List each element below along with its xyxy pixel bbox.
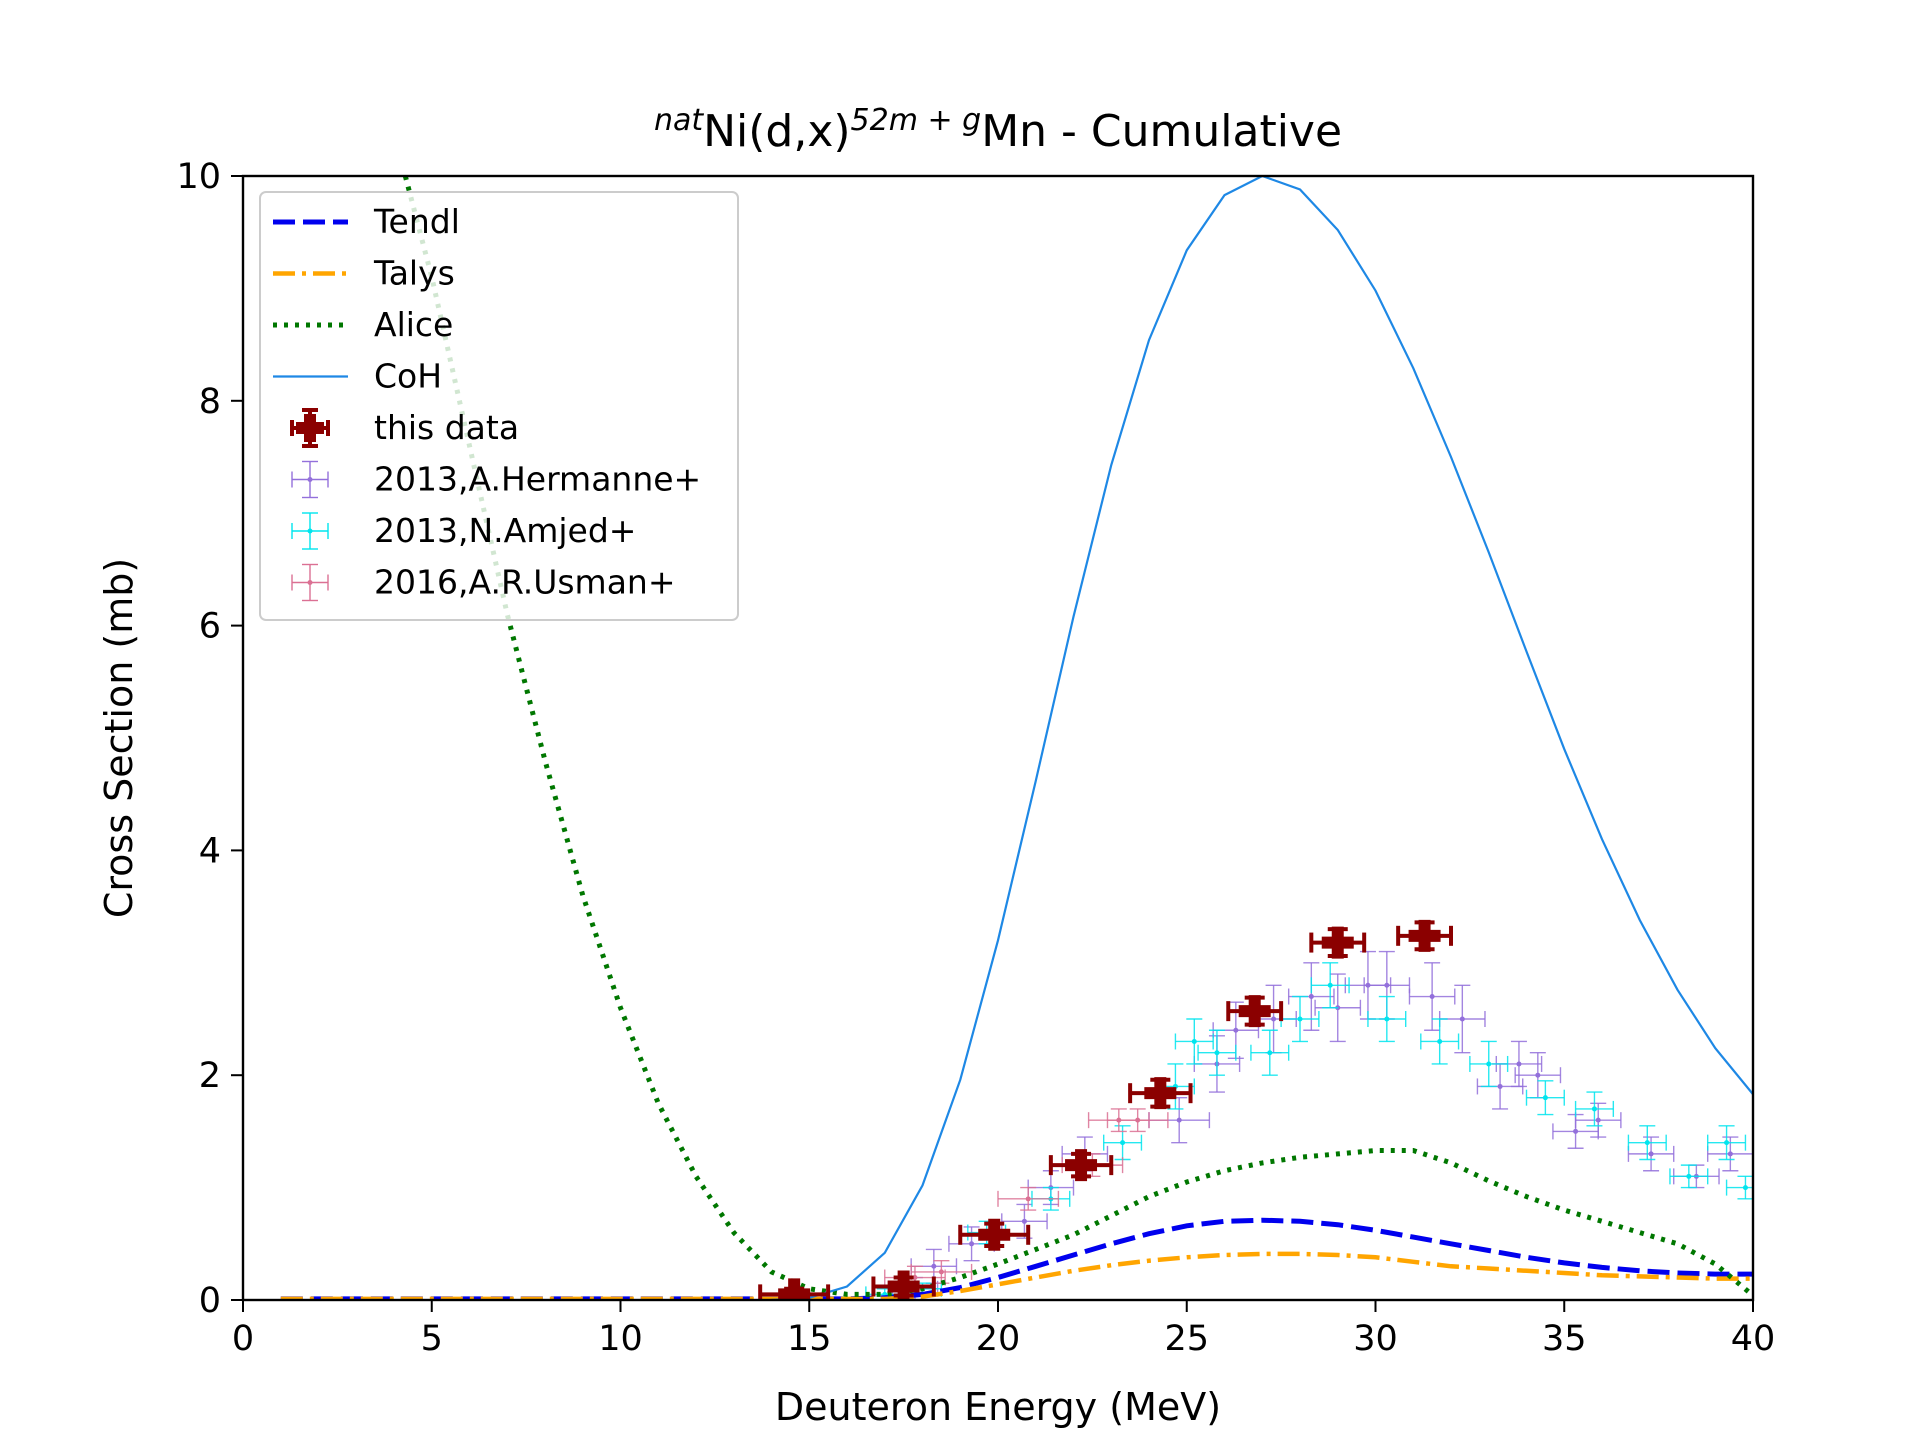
series-this-data <box>758 919 1453 1300</box>
data-point <box>1367 995 1407 1043</box>
x-tick-label: 35 <box>1542 1319 1587 1359</box>
data-point <box>1197 1029 1237 1076</box>
data-point <box>1627 1125 1667 1161</box>
series-layer <box>280 176 1753 1300</box>
x-tick-label: 0 <box>232 1319 254 1359</box>
legend-swatch <box>290 408 330 448</box>
legend-entry-this-data: this data <box>290 408 519 448</box>
data-point <box>1514 1052 1562 1099</box>
series-line-talys <box>280 1251 1753 1300</box>
x-tick-label: 5 <box>421 1319 443 1359</box>
legend-entry-talys: Talys <box>273 254 455 293</box>
series-alice <box>402 176 1753 1298</box>
data-point <box>1310 962 1350 1009</box>
data-point <box>1048 1149 1114 1182</box>
data-point <box>1574 1091 1615 1127</box>
data-point <box>1250 1029 1290 1076</box>
data-point <box>1001 1203 1048 1239</box>
title-post: Mn - Cumulative <box>981 106 1342 157</box>
series-line-alice <box>402 176 1753 1298</box>
y-tick-label: 4 <box>199 831 221 871</box>
data-point <box>1669 1164 1709 1189</box>
y-tick-label: 10 <box>176 157 221 197</box>
x-axis-label: Deuteron Energy (MeV) <box>775 1385 1221 1429</box>
legend-entry-2013-n-amjed: 2013,N.Amjed+ <box>291 511 636 550</box>
legend: Tendl Talys Alice CoH this data 2013,A.Herman… <box>259 191 739 621</box>
data-point <box>1408 962 1456 1031</box>
data-point <box>1280 995 1320 1043</box>
legend-entry-tendl: Tendl <box>273 202 460 241</box>
data-point <box>1706 1125 1747 1161</box>
title-main: Ni(d,x) <box>703 106 850 157</box>
data-point <box>1396 919 1453 952</box>
legend-swatch <box>291 460 329 499</box>
legend-label: this data <box>374 408 519 447</box>
legend-entry-2016-a-r-usman: 2016,A.R.Usman+ <box>291 563 675 602</box>
x-tick-label: 20 <box>976 1319 1021 1359</box>
series-line-tendl <box>280 1217 1753 1300</box>
x-axis-ticks: 0 5 10 15 20 25 30 35 40 <box>232 1300 1775 1359</box>
legend-label: Tendl <box>373 202 460 241</box>
data-point <box>1106 1108 1169 1133</box>
series-line-coh <box>771 176 1753 1300</box>
data-point <box>910 1259 973 1284</box>
series-2013-a-hermanne <box>891 950 1753 1300</box>
legend-box <box>259 191 739 621</box>
data-point <box>997 1186 1060 1211</box>
y-tick-label: 0 <box>199 1281 221 1321</box>
legend-swatch <box>291 512 329 550</box>
x-tick-label: 10 <box>598 1319 643 1359</box>
data-point <box>1174 1018 1214 1065</box>
data-point <box>758 1278 831 1300</box>
x-tick-label: 25 <box>1164 1319 1209 1359</box>
title-superscript: 52m + g <box>851 103 982 138</box>
y-tick-label: 6 <box>199 607 221 647</box>
data-point <box>871 1270 936 1300</box>
legend-label: Talys <box>373 254 455 293</box>
series-talys <box>280 1251 1753 1300</box>
legend-entry-alice: Alice <box>273 305 453 344</box>
series-coh <box>771 176 1753 1300</box>
legend-entry-2013-a-hermanne: 2013,A.Hermanne+ <box>291 460 701 499</box>
data-point <box>1420 1018 1460 1065</box>
y-axis-ticks: 0 2 4 6 8 10 <box>176 157 243 1321</box>
legend-swatch <box>291 563 329 602</box>
legend-label: CoH <box>374 357 442 396</box>
data-point <box>1469 1040 1509 1088</box>
title-superscript-pre: nat <box>654 103 704 138</box>
data-point <box>1725 1175 1753 1200</box>
data-point <box>1226 995 1284 1028</box>
chart-title: natNi(d,x)52m + gMn - Cumulative <box>654 103 1342 157</box>
legend-entry-coh: CoH <box>273 357 442 396</box>
y-axis-label: Cross Section (mb) <box>97 558 141 918</box>
legend-label: 2013,N.Amjed+ <box>374 511 636 550</box>
legend-label: Alice <box>374 305 453 344</box>
x-tick-label: 30 <box>1353 1319 1398 1359</box>
data-point <box>1128 1077 1193 1110</box>
data-point <box>958 1218 1031 1251</box>
y-tick-label: 2 <box>199 1056 221 1096</box>
data-point <box>1525 1080 1565 1116</box>
data-point <box>1438 984 1486 1054</box>
x-tick-label: 15 <box>787 1319 832 1359</box>
legend-label: 2013,A.Hermanne+ <box>374 460 701 499</box>
x-tick-label: 40 <box>1731 1319 1776 1359</box>
y-tick-label: 8 <box>199 382 221 422</box>
data-point <box>1309 926 1367 959</box>
series-tendl <box>280 1217 1753 1300</box>
legend-label: 2016,A.R.Usman+ <box>374 563 675 602</box>
